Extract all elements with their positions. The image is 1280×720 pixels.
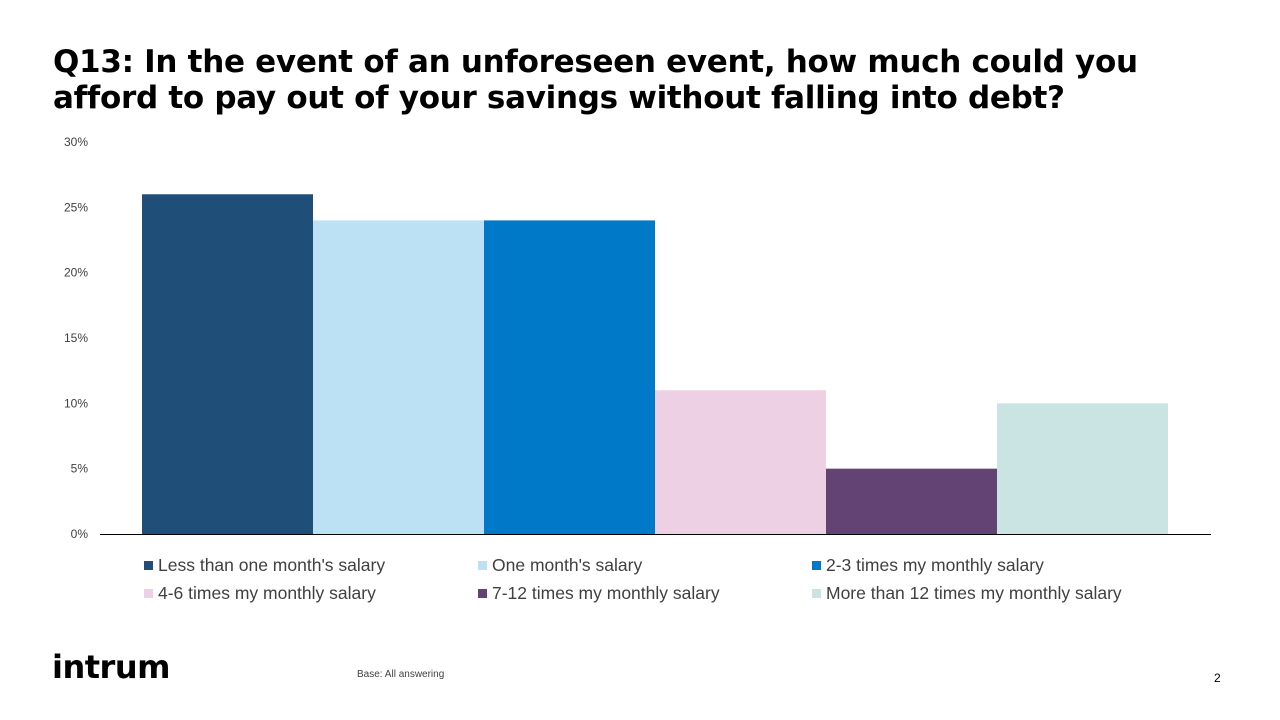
bar-2 <box>313 220 484 534</box>
bar-6 <box>997 403 1168 534</box>
y-tick-label: 10% <box>64 396 88 410</box>
chart-legend: Less than one month's salary One month's … <box>144 554 1204 604</box>
legend-item: 4-6 times my monthly salary <box>144 582 478 604</box>
legend-swatch <box>144 588 153 598</box>
legend-label: More than 12 times my monthly salary <box>826 582 1122 603</box>
bar-3 <box>484 220 655 534</box>
page-number: 2 <box>1214 671 1221 685</box>
legend-item: One month's salary <box>478 554 812 576</box>
legend-label: 4-6 times my monthly salary <box>158 582 376 603</box>
legend-label: 7-12 times my monthly salary <box>492 582 720 603</box>
legend-swatch <box>812 560 821 570</box>
slide-title: Q13: In the event of an unforeseen event… <box>53 44 1138 116</box>
legend-item: Less than one month's salary <box>144 554 478 576</box>
legend-item: More than 12 times my monthly salary <box>812 582 1204 604</box>
legend-swatch <box>812 588 821 598</box>
y-tick-label: 30% <box>64 135 88 149</box>
legend-item: 2-3 times my monthly salary <box>812 554 1204 576</box>
legend-swatch <box>144 560 153 570</box>
y-tick-label: 5% <box>71 462 89 476</box>
legend-swatch <box>478 588 487 598</box>
legend-label: Less than one month's salary <box>158 554 386 575</box>
y-tick-label: 15% <box>64 331 88 345</box>
bar-5 <box>826 468 997 534</box>
legend-swatch <box>478 560 487 570</box>
intrum-logo: intrum <box>52 648 170 686</box>
bar-1 <box>142 194 313 534</box>
bar-4 <box>655 390 826 534</box>
y-tick-label: 0% <box>71 527 89 541</box>
legend-label: One month's salary <box>492 554 643 575</box>
y-tick-label: 20% <box>64 266 88 280</box>
legend-label: 2-3 times my monthly salary <box>826 554 1044 575</box>
legend-item: 7-12 times my monthly salary <box>478 582 812 604</box>
base-footnote: Base: All answering <box>357 669 445 680</box>
y-tick-label: 25% <box>64 200 88 214</box>
